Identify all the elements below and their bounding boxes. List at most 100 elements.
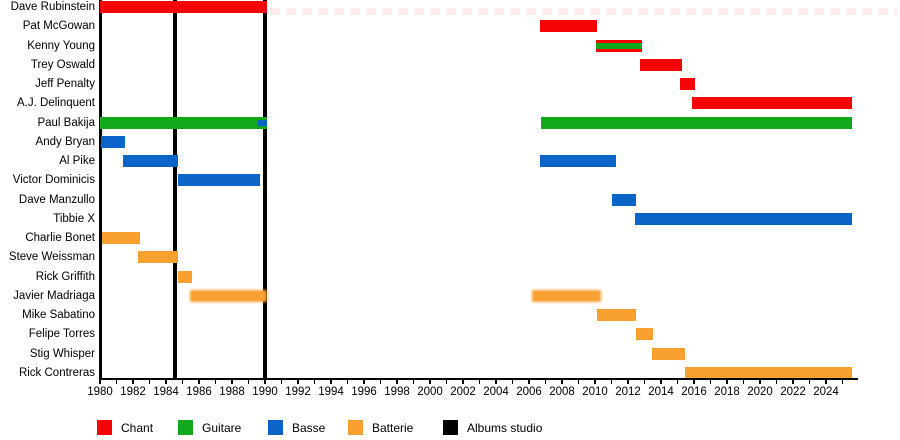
x-axis-tick-label: 2002 (450, 386, 476, 398)
x-axis-tick (214, 380, 217, 384)
member-name: Kenny Young (27, 39, 95, 52)
legend: Chant Guitare Basse Batterie Albums stud… (0, 419, 900, 440)
timeline-bar-basse (539, 155, 616, 168)
legend-item-basse: Basse (268, 419, 325, 436)
x-axis-tick-label: 1980 (87, 386, 113, 398)
x-axis-tick-label: 2010 (582, 386, 608, 398)
member-name: Jeff Penalty (35, 78, 95, 91)
x-axis-tick-label: 2024 (813, 386, 839, 398)
timeline-bar-batterie (651, 347, 685, 360)
x-axis-tick (660, 380, 662, 384)
member-name: Dave Rubinstein (10, 1, 95, 13)
x-axis-tick (478, 380, 481, 384)
x-axis-tick (132, 380, 134, 384)
timeline-bar-guitare (540, 116, 852, 129)
x-axis-tick (346, 380, 349, 384)
x-axis-tick (511, 380, 514, 384)
x-axis-tick (561, 380, 563, 384)
timeline-bar-chant (100, 1, 268, 13)
x-axis-tick (495, 380, 497, 384)
timeline-bar-chant (539, 20, 598, 33)
x-axis-tick (808, 380, 811, 384)
x-axis-tick (709, 380, 712, 384)
legend-swatch-albums-studio (443, 420, 458, 435)
x-axis-tick (412, 380, 415, 384)
x-axis-tick-label: 2014 (648, 386, 674, 398)
x-axis-tick (742, 380, 745, 384)
timeline-bar-batterie (101, 232, 140, 245)
legend-item-chant: Chant (97, 419, 153, 436)
album-studio-line (263, 0, 267, 378)
x-axis-tick (264, 380, 266, 384)
x-axis-tick (148, 380, 151, 384)
x-axis-tick (643, 380, 646, 384)
legend-swatch-guitare (178, 420, 193, 435)
x-axis-tick-label: 1992 (285, 386, 311, 398)
deceased-dashed-strip (269, 8, 897, 15)
timeline-bar-basse (634, 212, 852, 225)
x-axis-tick (115, 380, 118, 384)
x-axis-tick (181, 380, 184, 384)
timeline-bar-basse (611, 193, 637, 206)
x-axis-tick (528, 380, 530, 384)
x-axis-tick (825, 380, 827, 384)
timeline-bar-basse (177, 174, 261, 187)
y-axis-line (99, 0, 102, 378)
member-name: Rick Contreras (18, 366, 95, 379)
member-name: Trey Oswald (30, 58, 95, 71)
timeline-bar-batterie (636, 328, 653, 341)
x-axis-tick-label: 1998 (384, 386, 410, 398)
timeline-bar-chant (639, 58, 683, 71)
legend-swatch-basse (268, 420, 283, 435)
member-name: Paul Bakija (37, 116, 95, 129)
legend-label-guitare: Guitare (202, 420, 242, 435)
x-axis-tick (280, 380, 283, 384)
x-axis-tick (462, 380, 464, 384)
x-axis-tick (99, 380, 101, 384)
x-axis-tick (627, 380, 629, 384)
x-axis-tick-label: 1996 (351, 386, 377, 398)
member-name: Stig Whisper (29, 347, 95, 360)
x-axis-tick-label: 2008 (549, 386, 575, 398)
x-axis-tick (396, 380, 398, 384)
x-axis-tick (198, 380, 200, 384)
member-name: Andy Bryan (35, 135, 95, 148)
member-name: Mike Sabatino (22, 309, 95, 322)
timeline-bar-basse (100, 135, 125, 148)
x-axis-tick (379, 380, 382, 384)
x-axis-tick-label: 1988 (219, 386, 245, 398)
x-axis-tick (231, 380, 233, 384)
timeline-bar-batterie (532, 289, 601, 302)
x-axis-tick (676, 380, 679, 384)
x-axis-tick-label: 1984 (153, 386, 179, 398)
member-name: Charlie Bonet (25, 232, 95, 245)
x-axis-tick (429, 380, 431, 384)
timeline-bar-batterie (597, 309, 637, 322)
album-studio-line (173, 0, 178, 378)
x-axis-tick (792, 380, 794, 384)
timeline-bar-chant (679, 78, 695, 91)
x-axis-tick-label: 2006 (516, 386, 542, 398)
timeline-bar-basse (123, 155, 179, 168)
legend-item-batterie: Batterie (348, 419, 413, 436)
x-axis-tick-label: 1986 (186, 386, 212, 398)
member-name: Javier Madriaga (13, 289, 95, 302)
x-axis-tick-label: 2016 (681, 386, 707, 398)
x-axis-line (99, 377, 858, 380)
legend-swatch-chant (97, 420, 112, 435)
x-axis-tick (610, 380, 613, 384)
timeline-bar-chant (692, 97, 852, 110)
x-axis-tick (594, 380, 596, 384)
x-axis-tick-label: 1982 (120, 386, 146, 398)
x-axis-tick (313, 380, 316, 384)
legend-label-basse: Basse (292, 420, 326, 435)
x-axis-tick (247, 380, 250, 384)
timeline-bar-chant_guitare (595, 39, 642, 52)
timeline-bar-guitare (100, 116, 268, 129)
x-axis-tick-label: 2004 (483, 386, 509, 398)
member-name: Dave Manzullo (18, 193, 95, 206)
x-axis-tick-label: 1990 (252, 386, 278, 398)
legend-label-batterie: Batterie (372, 420, 414, 435)
x-axis-tick-label: 2012 (615, 386, 641, 398)
